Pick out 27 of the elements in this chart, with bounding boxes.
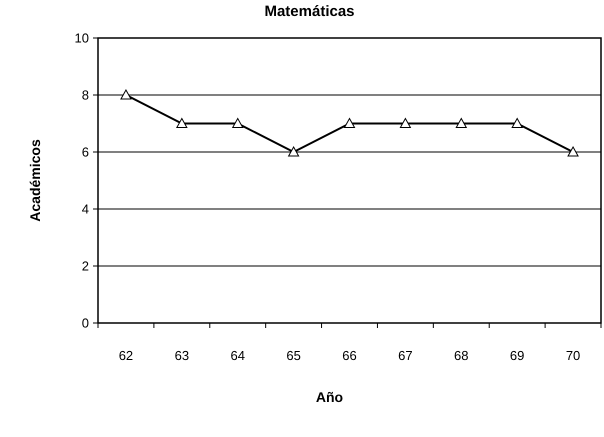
x-tick-label: 65	[286, 348, 301, 363]
chart-title: Matemáticas	[264, 3, 355, 20]
x-axis-title: Año	[316, 389, 344, 405]
point	[568, 146, 579, 156]
y-axis-title: Académicos	[27, 139, 43, 222]
point	[176, 118, 188, 128]
y-tick-label: 0	[82, 316, 89, 331]
point	[288, 146, 300, 156]
x-tick-label: 70	[566, 348, 580, 363]
point	[120, 90, 132, 100]
x-tick-label: 66	[342, 348, 357, 363]
x-tick-label: 68	[454, 348, 469, 363]
point	[232, 118, 244, 128]
y-tick-label: 6	[82, 144, 89, 160]
x-tick-label: 64	[230, 348, 245, 363]
x-tick-label: 63	[174, 348, 190, 363]
y-tick-label: 8	[82, 88, 89, 103]
y-tick-label: 10	[74, 30, 89, 46]
point	[456, 118, 467, 128]
x-tick-label: 69	[510, 348, 524, 363]
x-tick-label: 62	[118, 348, 134, 363]
y-tick-label: 2	[82, 258, 89, 274]
point	[512, 118, 523, 128]
point	[400, 118, 411, 128]
point	[344, 118, 355, 128]
y-tick-label: 4	[82, 202, 89, 217]
x-tick-label: 67	[398, 348, 413, 363]
